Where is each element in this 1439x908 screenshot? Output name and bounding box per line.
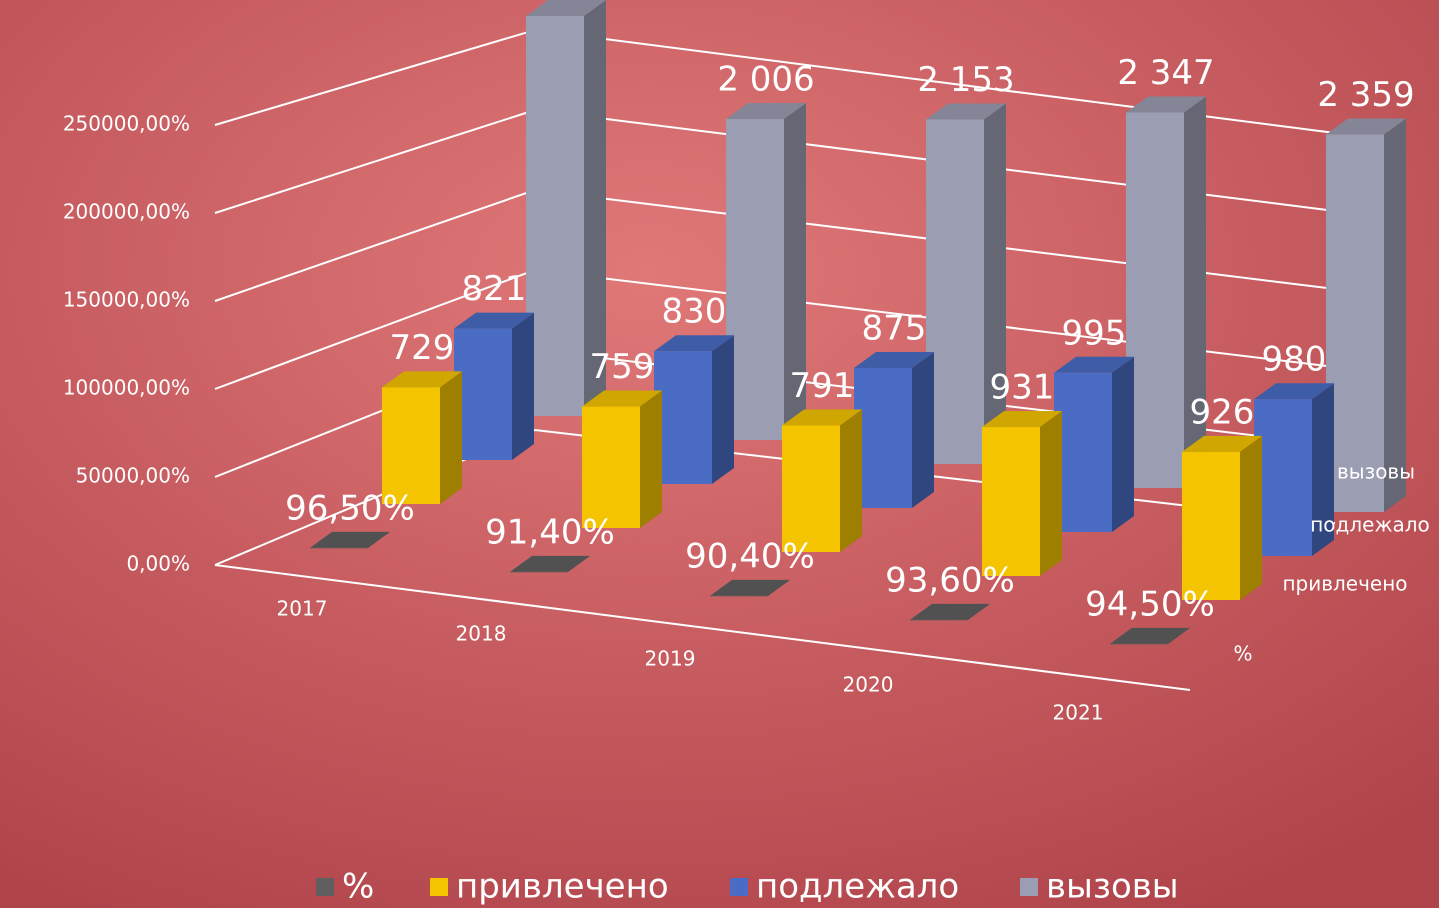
y-tick-label: 100000,00% [63, 376, 190, 400]
bar [1182, 436, 1262, 600]
bar-front [526, 16, 584, 416]
value-label: 875 [862, 309, 927, 349]
bar [1326, 119, 1406, 512]
bar-side [640, 391, 662, 528]
legend-swatch [430, 878, 448, 896]
legend-swatch [316, 878, 334, 896]
bar-front [982, 427, 1040, 576]
bar-side [1040, 411, 1062, 576]
bar-side [984, 104, 1006, 464]
bar-front [454, 329, 512, 460]
bar-side [440, 371, 462, 504]
bar-side [912, 352, 934, 508]
bar-front [726, 119, 784, 440]
x-tick-label: 2018 [456, 622, 507, 646]
value-label: 91,40% [485, 512, 615, 552]
depth-axis-label: вызовы [1337, 460, 1415, 484]
legend-label: привлечено [456, 867, 669, 907]
value-label: 759 [590, 347, 655, 387]
legend-swatch [730, 878, 748, 896]
value-label: 90,40% [685, 536, 815, 576]
value-label: 980 [1262, 340, 1327, 380]
bar-side [840, 409, 862, 552]
bar [454, 313, 534, 460]
y-tick-label: 200000,00% [63, 200, 190, 224]
bar-front [1254, 399, 1312, 556]
value-label: 830 [662, 292, 727, 332]
depth-axis-label: привлечено [1282, 572, 1407, 596]
bar-front [310, 548, 368, 549]
depth-axis-label: % [1233, 642, 1252, 666]
chart: 0,00% 50000,00% 100000,00% 150000,00% 200000… [0, 0, 1439, 908]
value-label: 2 006 [717, 60, 814, 100]
bar [782, 409, 862, 552]
value-label: 96,50% [285, 488, 415, 528]
bar-front [654, 351, 712, 484]
value-label: 926 [1190, 392, 1255, 432]
bar-front [910, 620, 968, 621]
bar-side [1112, 357, 1134, 532]
value-label: 791 [790, 366, 855, 406]
bar-front [582, 407, 640, 528]
bar [982, 411, 1062, 576]
bar-side [712, 335, 734, 484]
bar-front [1126, 112, 1184, 488]
value-label: 821 [462, 269, 527, 309]
bar-side [1384, 119, 1406, 512]
x-tick-label: 2019 [645, 647, 696, 671]
bar-side [1240, 436, 1262, 600]
bar-front [782, 425, 840, 552]
value-label: 2 359 [1317, 75, 1414, 115]
y-tick-label: 50000,00% [76, 464, 190, 488]
y-tick-label: 150000,00% [63, 288, 190, 312]
x-tick-label: 2020 [843, 673, 894, 697]
bar [1054, 357, 1134, 532]
value-label: 2 347 [1117, 53, 1214, 93]
value-label: 93,60% [885, 560, 1015, 600]
bar [382, 371, 462, 504]
bar-side [512, 313, 534, 460]
value-label: 729 [390, 328, 455, 368]
value-label: 2 153 [917, 60, 1014, 100]
bar [854, 352, 934, 508]
bar-front [1326, 135, 1384, 512]
legend-swatch [1020, 878, 1038, 896]
value-label: 995 [1062, 313, 1127, 353]
bar-front [710, 596, 768, 597]
y-tick-label: 250000,00% [63, 112, 190, 136]
depth-axis-label: подлежало [1310, 513, 1430, 537]
bar-front [854, 368, 912, 508]
bar-front [1054, 373, 1112, 532]
bar [926, 104, 1006, 464]
y-tick-label: 0,00% [126, 552, 190, 576]
value-label: 931 [990, 368, 1055, 408]
legend-label: подлежало [756, 867, 959, 907]
bar-front [1182, 452, 1240, 600]
bar-front [382, 387, 440, 504]
x-tick-label: 2021 [1053, 701, 1104, 725]
legend-label: % [342, 867, 374, 907]
bar-front [1110, 644, 1168, 645]
bar-front [510, 572, 568, 573]
bar [654, 335, 734, 484]
bar-front [926, 120, 984, 464]
legend-label: вызовы [1046, 867, 1179, 907]
value-label: 94,50% [1085, 584, 1215, 624]
bar [582, 391, 662, 528]
x-tick-label: 2017 [277, 597, 328, 621]
